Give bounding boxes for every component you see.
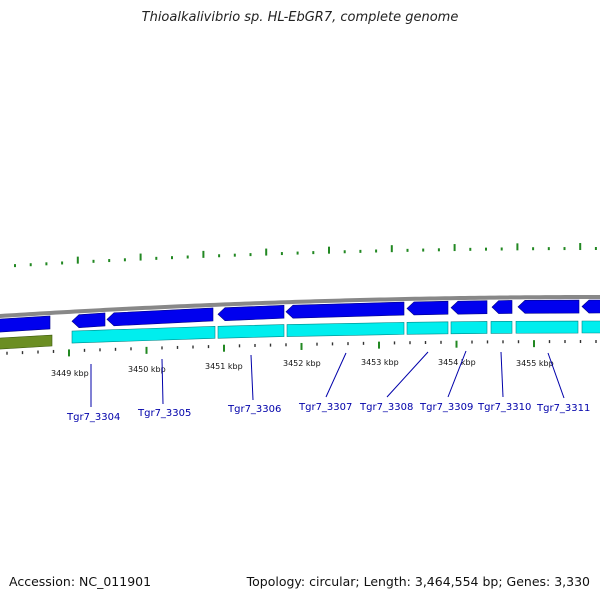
gene-label-tgr7-3307[interactable]: Tgr7_3307	[298, 402, 352, 413]
gene-label-leaders	[90, 350, 565, 407]
leader-line	[161, 358, 164, 405]
leader-line	[447, 350, 467, 398]
reverse-gene	[581, 320, 600, 334]
forward-gene	[0, 315, 51, 333]
forward-gene	[581, 299, 600, 314]
kbp-tick-3452: 3452 kbp	[283, 359, 321, 368]
kbp-tick-3453: 3453 kbp	[361, 358, 399, 367]
kbp-scale: 3449 kbp 3450 kbp 3451 kbp 3452 kbp 3453…	[51, 358, 554, 378]
forward-gene	[285, 301, 405, 319]
leader-line	[250, 354, 254, 401]
kbp-tick-3454: 3454 kbp	[438, 358, 476, 367]
reverse-gene	[450, 321, 488, 335]
leader-line	[547, 352, 565, 399]
gene-label-tgr7-3305[interactable]: Tgr7_3305	[137, 408, 191, 419]
kbp-tick-3455: 3455 kbp	[516, 359, 554, 368]
forward-gene	[71, 312, 106, 329]
gene-label-tgr7-3306[interactable]: Tgr7_3306	[227, 404, 281, 415]
forward-gene	[217, 304, 285, 322]
forward-strand-genes	[0, 299, 600, 333]
reverse-gene	[515, 320, 579, 334]
reverse-gene	[490, 320, 513, 334]
gene-label-tgr7-3311[interactable]: Tgr7_3311	[536, 403, 590, 414]
bottom-ticks	[6, 340, 597, 357]
gene-labels: Tgr7_3304 Tgr7_3305 Tgr7_3306 Tgr7_3307 …	[66, 402, 590, 423]
gene-label-tgr7-3309[interactable]: Tgr7_3309	[419, 402, 473, 413]
reverse-gene	[217, 324, 285, 339]
genome-backbone	[0, 295, 600, 319]
gene-label-tgr7-3310[interactable]: Tgr7_3310	[477, 402, 531, 413]
forward-gene	[106, 307, 214, 327]
reverse-gene	[406, 321, 449, 335]
gene-label-tgr7-3304[interactable]: Tgr7_3304	[66, 412, 120, 423]
genome-title: Thioalkalivibrio sp. HL-EbGR7, complete …	[141, 10, 459, 25]
gene-label-tgr7-3308[interactable]: Tgr7_3308	[359, 402, 413, 413]
forward-gene	[450, 300, 488, 315]
genome-summary-text: Topology: circular; Length: 3,464,554 bp…	[246, 574, 590, 589]
kbp-tick-3449: 3449 kbp	[51, 369, 89, 378]
gc-skew-track	[14, 243, 597, 268]
kbp-tick-3450: 3450 kbp	[128, 365, 166, 374]
leader-line	[386, 351, 429, 398]
reverse-strand-genes	[0, 320, 600, 350]
forward-gene	[517, 299, 580, 314]
accession-text: Accession: NC_011901	[9, 574, 152, 589]
green-feature	[0, 334, 53, 350]
forward-gene	[406, 300, 449, 316]
kbp-tick-3451: 3451 kbp	[205, 362, 243, 371]
reverse-gene	[286, 322, 405, 337]
leader-line	[500, 351, 504, 398]
leader-line	[325, 352, 347, 398]
reverse-gene	[71, 326, 216, 344]
forward-gene	[491, 300, 513, 314]
